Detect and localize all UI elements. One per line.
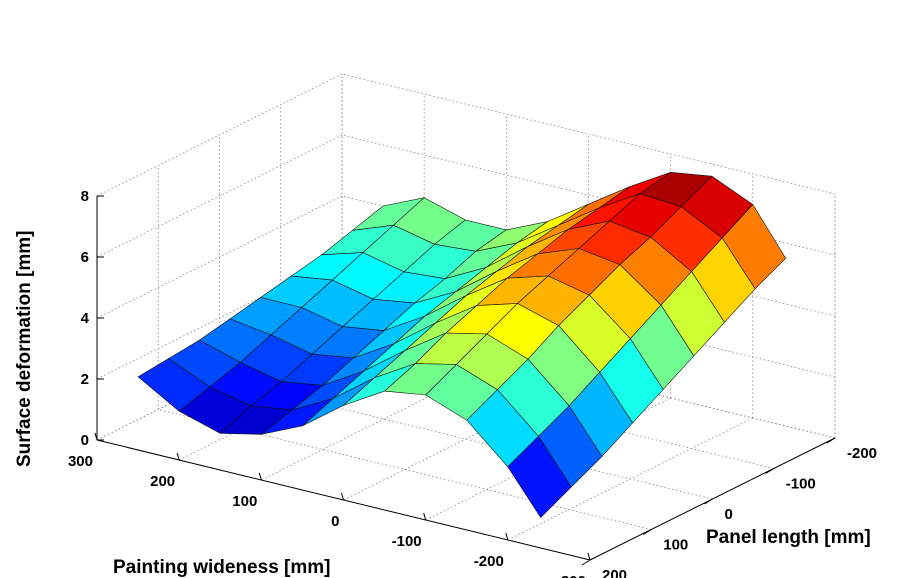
surface (137, 171, 787, 518)
y-tick-label: 200 (602, 567, 627, 578)
z-tick-label: 0 (81, 432, 89, 449)
grid-line (96, 256, 343, 380)
y-tick-mark (642, 529, 652, 535)
grid-line (96, 134, 343, 258)
y-tick-labels: -200 -100 0 100 200 (581, 437, 877, 578)
x-tick-label: 100 (232, 493, 257, 510)
z-tick-label: 4 (81, 310, 90, 327)
x-tick-mark (341, 492, 344, 501)
y-tick-label: 0 (725, 506, 733, 523)
x-tick-label: -300 (556, 573, 586, 578)
grid-line (96, 73, 343, 197)
x-tick-label: -100 (392, 533, 422, 550)
x-tick-mark (587, 552, 591, 561)
grid-line (261, 357, 507, 481)
z-tick-label: 8 (81, 188, 89, 205)
grid-line (219, 378, 713, 500)
y-tick-label: -100 (786, 476, 816, 493)
x-tick-label: 0 (331, 513, 339, 530)
x-tick-mark (94, 432, 98, 441)
x-tick-mark (505, 532, 509, 541)
grid-line (341, 256, 836, 378)
grid-line (341, 317, 836, 439)
y-tick-mark (765, 468, 775, 474)
grid-line (343, 377, 589, 501)
z-axis-label: Surface deformation [mm] (14, 231, 35, 467)
surface-patch (507, 435, 572, 518)
y-tick-mark (581, 559, 591, 566)
x-tick-label: -200 (474, 553, 504, 570)
x-tick-label: 200 (150, 473, 175, 490)
grid-line (341, 195, 836, 317)
grid-line (280, 348, 774, 469)
y-tick-mark (704, 498, 713, 505)
y-axis-label: Panel length [mm] (706, 527, 871, 548)
x-tick-mark (258, 472, 262, 481)
grid-line (96, 195, 343, 319)
x-tick-mark (176, 452, 180, 461)
x-tick-labels: 300 200 100 0 -100 -200 -300 (68, 432, 591, 578)
y-tick-label: -200 (847, 445, 877, 462)
y-tick-label: 100 (663, 537, 688, 554)
x-axis-label: Painting wideness [mm] (113, 557, 330, 578)
z-tick-label: 6 (81, 249, 89, 266)
x-tick-label: 300 (68, 453, 93, 470)
z-tick-label: 2 (81, 371, 89, 388)
grid-line (158, 409, 652, 530)
z-tick-labels: 0 2 4 6 8 (81, 188, 104, 449)
x-tick-mark (423, 512, 427, 521)
surface-patch (219, 405, 293, 435)
y-tick-mark (826, 437, 836, 444)
grid-line (341, 73, 836, 195)
